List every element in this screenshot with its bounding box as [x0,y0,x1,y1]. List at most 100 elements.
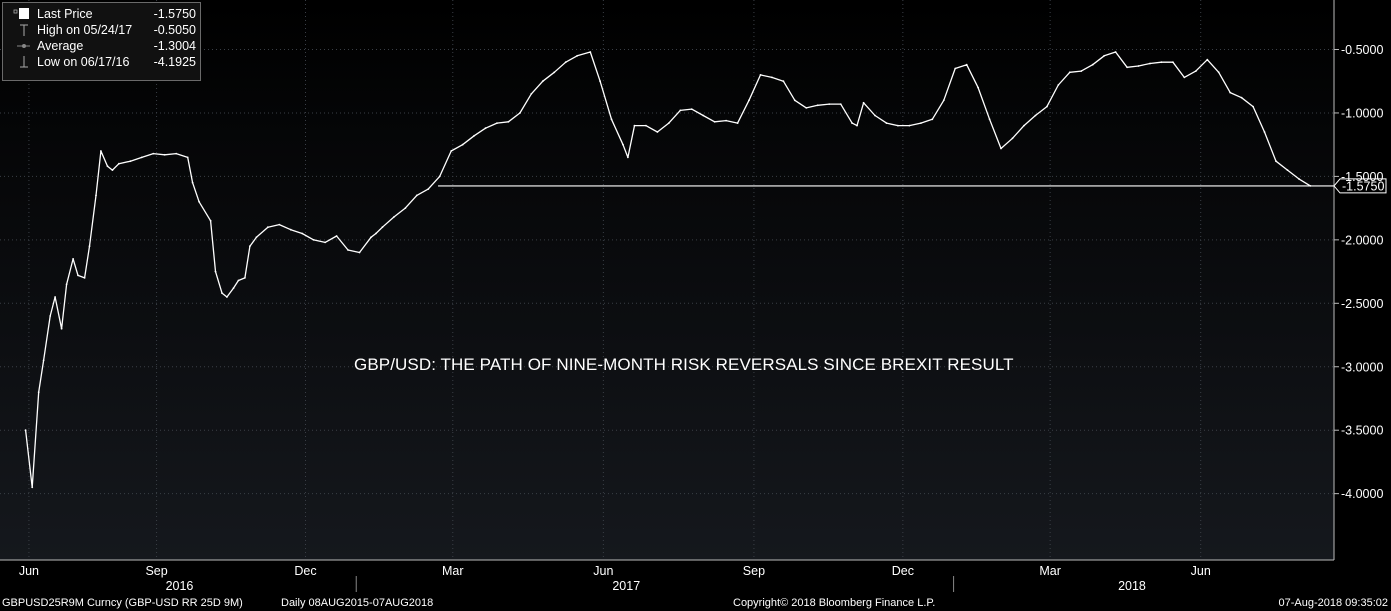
footer-timestamp: 07-Aug-2018 09:35:02 [1278,597,1388,609]
data-point [627,156,629,159]
x-axis-labels: Jun Sep Dec Mar Jun Sep Dec Mar Jun 2016 2017 2018 [19,564,1211,593]
data-point [24,429,27,432]
x-year-label: 2018 [1118,579,1146,593]
data-point [438,175,441,178]
data-point [942,99,945,102]
y-tick-label: -4.0000 [1341,487,1383,501]
x-year-label: 2017 [612,579,640,593]
x-tick-label: Sep [743,564,765,578]
data-point [163,153,166,156]
data-point [599,80,601,83]
data-point [1172,61,1174,64]
data-point [793,99,796,102]
y-tick-label: -3.0000 [1341,360,1383,374]
data-point [1240,96,1243,99]
data-point [496,122,498,124]
footer-ticker: GBPUSD25R9M Curncy (GBP-USD RR 25D 9M) [2,597,243,609]
data-point [60,327,63,330]
data-point [301,232,304,235]
data-point [553,71,556,74]
data-point [381,226,384,229]
data-point [244,277,246,279]
data-point [198,200,201,203]
legend-value: -0.5050 [153,23,196,37]
chart-title: GBP/USD: THE PATH OF NINE-MONTH RISK REV… [354,355,1014,374]
data-point [393,216,395,218]
data-point [1194,70,1197,72]
legend-label: Low on 06/17/16 [37,55,130,69]
legend-entry-last-price: Last Price -1.5750 [3,6,202,22]
x-tick-label: Jun [19,564,39,578]
data-point [37,391,40,393]
data-point [656,131,659,133]
data-point [129,160,132,163]
data-point [576,54,579,57]
data-point [1046,105,1048,108]
data-point [862,101,865,104]
data-point [530,93,533,95]
data-point [1275,160,1277,163]
data-point [541,80,544,83]
data-point [507,120,510,123]
data-point [771,76,773,79]
data-point [249,245,251,248]
data-point [1114,51,1117,53]
data-point [278,223,281,226]
data-point [856,124,858,127]
data-point [77,274,79,277]
data-point [1103,54,1106,57]
legend: Last Price -1.5750 High on 05/24/17 -0.5… [2,2,201,81]
data-point [690,108,693,110]
axes [0,0,1339,592]
data-point [31,486,34,489]
data-point [152,152,155,155]
data-point [633,124,636,127]
data-point [186,156,189,159]
legend-label: Average [37,39,84,53]
data-point [484,127,487,130]
data-point [1080,70,1083,72]
data-point [267,226,269,229]
footer-copyright: Copyright© 2018 Bloomberg Finance L.P. [733,597,936,609]
low-marker-icon [20,56,28,68]
data-point [702,114,705,117]
data-point [748,99,750,102]
legend-label: Last Price [37,7,93,21]
data-point [335,235,338,237]
square-marker-icon [13,8,29,19]
x-tick-label: Dec [892,564,914,578]
data-point [839,103,842,105]
data-point [415,194,418,197]
x-tick-label: Jun [1191,564,1211,578]
data-point [347,249,349,251]
data-point [610,118,613,121]
data-point [965,63,968,66]
legend-value: -4.1925 [153,55,196,69]
data-point [713,120,716,123]
data-point [1000,147,1002,150]
data-point [1252,105,1254,108]
data-point [370,236,372,239]
data-point [816,104,819,107]
high-marker-icon [20,24,28,36]
y-tick-label: -3.5000 [1341,424,1383,438]
data-point [977,86,979,89]
x-tick-label: Dec [294,564,316,578]
data-point [1229,91,1232,94]
last-price-label: -1.5750 [1342,179,1384,193]
data-point [100,150,102,152]
data-point [1217,71,1220,74]
data-point [519,112,521,114]
data-point [805,107,808,109]
data-point [828,103,831,105]
data-point [54,296,56,298]
data-point [1091,63,1094,66]
legend-value: -1.5750 [153,7,196,21]
footer-range: Daily 08AUG2015-07AUG2018 [281,597,434,609]
data-point [118,162,120,165]
data-point [289,228,292,231]
data-point [667,122,670,124]
data-point [65,283,68,286]
data-point [1183,76,1186,79]
data-point [191,181,194,184]
